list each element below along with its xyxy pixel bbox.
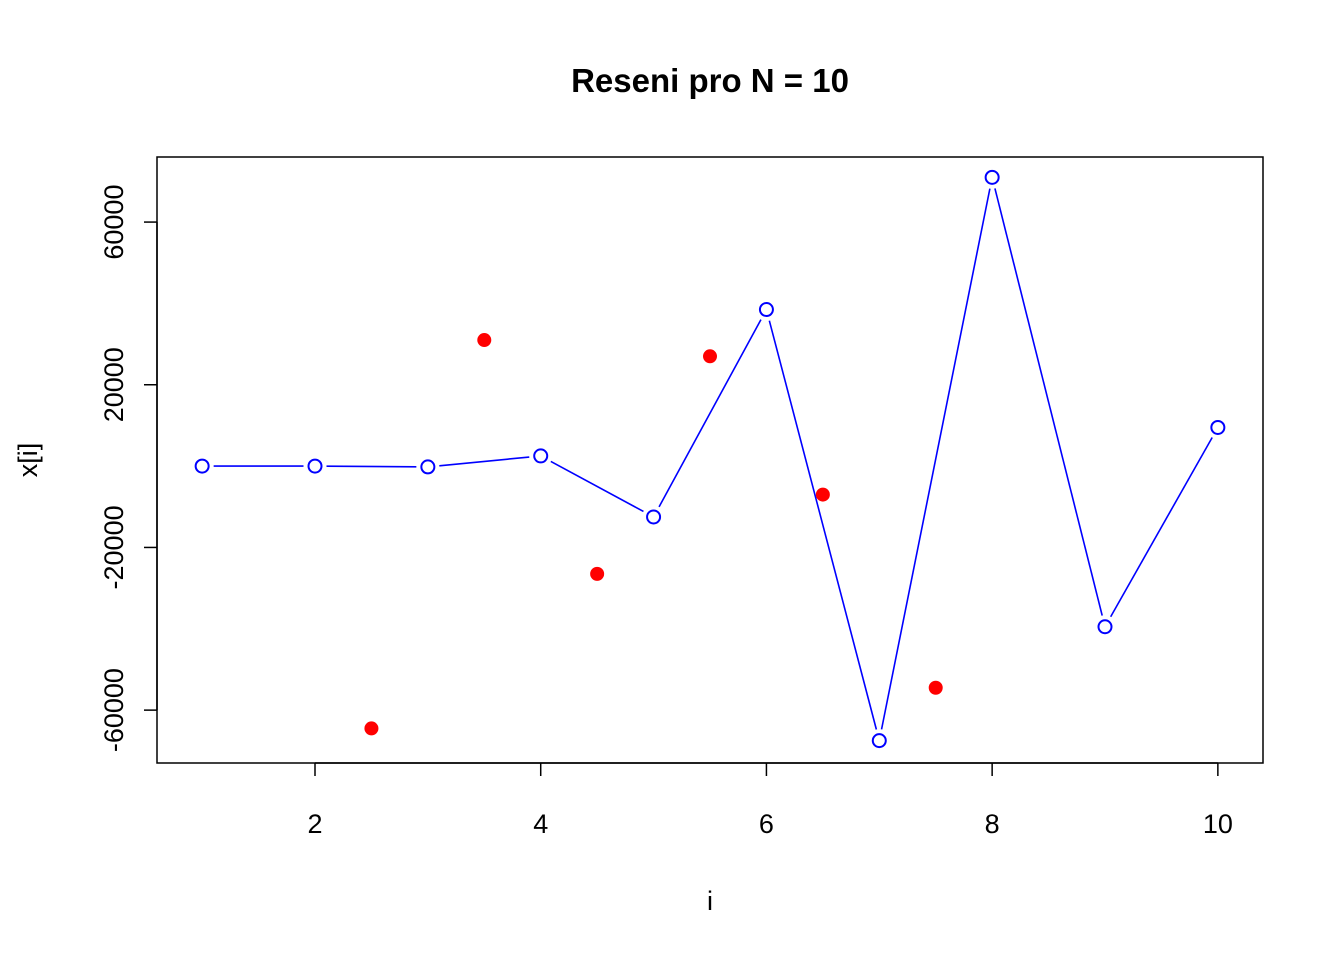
y-tick-label: 60000 [99,185,129,260]
series-line-segment [326,465,417,468]
series-line-segment [880,188,991,730]
data-point [194,458,210,474]
series-line-segment [994,188,1103,616]
y-tick-label: -60000 [99,668,129,752]
data-point-filled [815,487,830,502]
x-tick-label: 4 [533,809,548,839]
x-tick-label: 10 [1203,809,1233,839]
series-2 [364,333,943,736]
y-axis: -60000 -20000 20000 60000 [99,185,158,752]
data-point [1210,419,1226,435]
data-point [533,448,549,464]
data-point [646,509,662,525]
data-point-filled [477,333,492,348]
series-line-segment [550,460,644,513]
series-1 [194,169,1226,749]
y-tick-label: 20000 [99,347,129,422]
data-point [758,302,774,318]
y-tick-label: -20000 [99,505,129,589]
chart-title: Reseni pro N = 10 [571,62,849,99]
data-point-filled [364,721,379,736]
series-line-segment [658,319,762,508]
series-line-segment [768,320,878,730]
x-tick-label: 8 [985,809,1000,839]
series-line-segment [1109,437,1213,618]
data-point [871,733,887,749]
data-point [984,169,1000,185]
x-tick-label: 2 [307,809,322,839]
data-point-filled [590,566,605,581]
x-tick-label: 6 [759,809,774,839]
x-axis: 2 4 6 8 10 [307,762,1233,839]
x-axis-label: i [707,886,713,916]
series-layer [194,169,1226,749]
data-point-filled [703,349,717,364]
series-line-segment [439,456,530,467]
data-point-filled [928,680,943,695]
data-point [420,459,436,475]
data-point [307,458,323,474]
data-point [1097,619,1113,635]
y-axis-label: x[i] [13,443,43,478]
